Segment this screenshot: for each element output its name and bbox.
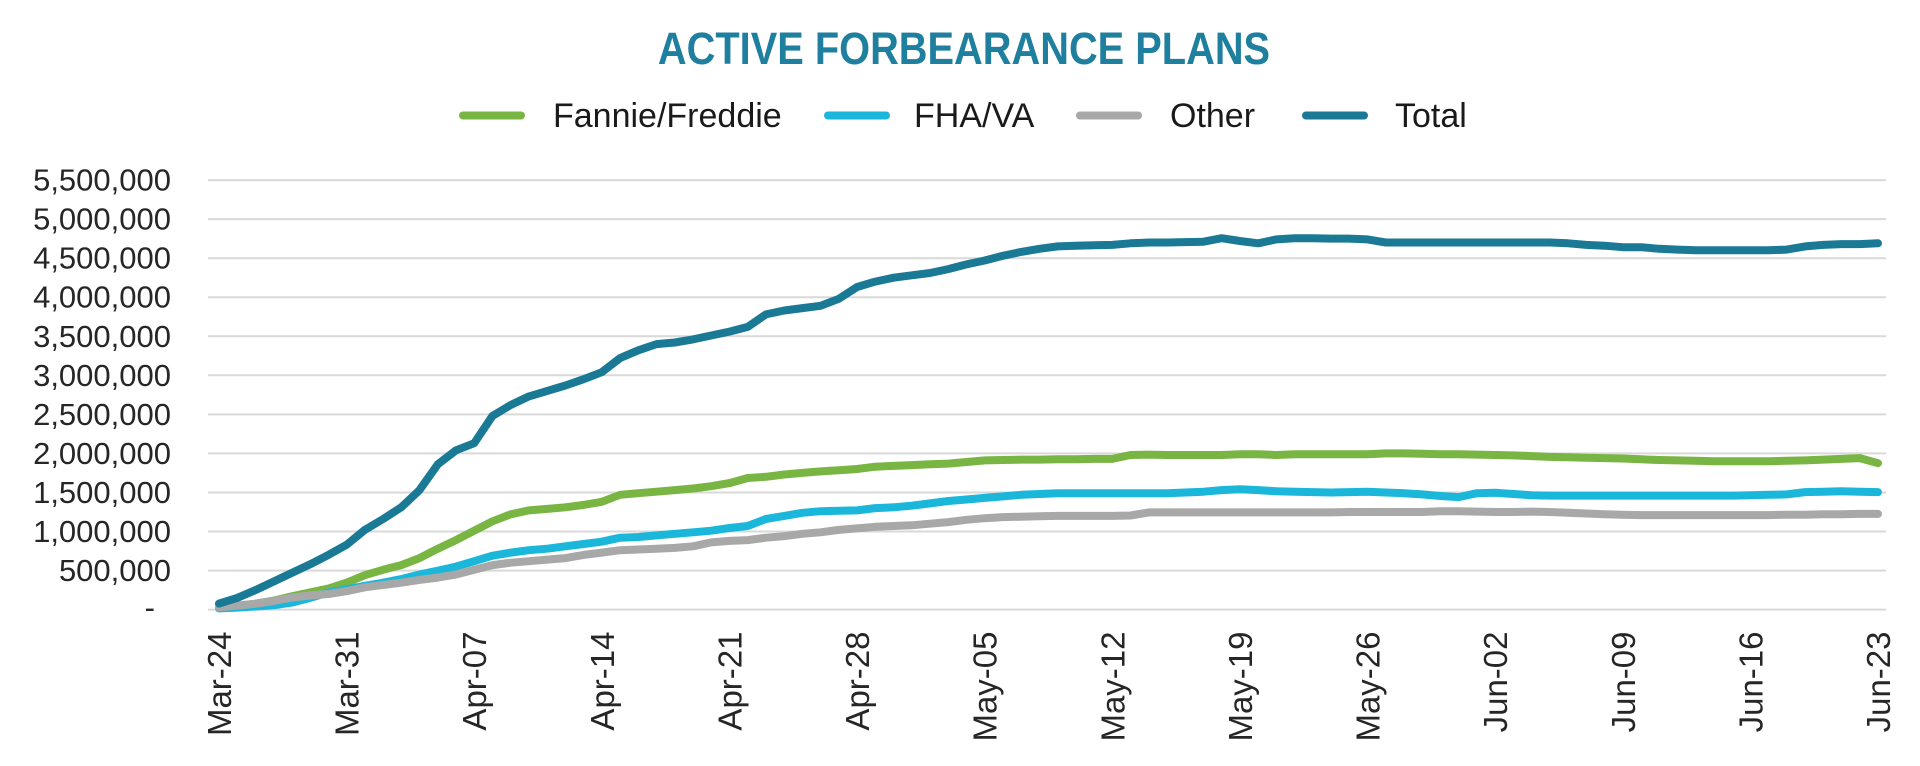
svg-text:-: - (145, 590, 155, 625)
svg-text:1,500,000: 1,500,000 (33, 475, 171, 510)
svg-text:Apr-14: Apr-14 (584, 632, 621, 731)
svg-text:Apr-07: Apr-07 (456, 632, 493, 731)
svg-text:Other: Other (1170, 97, 1255, 135)
svg-text:Fannie/Freddie: Fannie/Freddie (553, 97, 782, 135)
svg-text:Total: Total (1395, 97, 1467, 135)
svg-text:1,000,000: 1,000,000 (33, 514, 171, 549)
svg-text:3,500,000: 3,500,000 (33, 319, 171, 354)
svg-text:Jun-09: Jun-09 (1605, 632, 1642, 733)
svg-text:Jun-23: Jun-23 (1860, 632, 1897, 733)
svg-text:Mar-31: Mar-31 (329, 632, 366, 737)
svg-text:Apr-28: Apr-28 (839, 632, 876, 731)
svg-text:2,000,000: 2,000,000 (33, 436, 171, 471)
svg-text:FHA/VA: FHA/VA (914, 97, 1035, 135)
svg-text:Mar-24: Mar-24 (201, 632, 238, 737)
svg-text:May-19: May-19 (1222, 632, 1259, 742)
svg-text:2,500,000: 2,500,000 (33, 397, 171, 432)
svg-text:4,000,000: 4,000,000 (33, 280, 171, 315)
svg-text:4,500,000: 4,500,000 (33, 241, 171, 276)
svg-text:5,000,000: 5,000,000 (33, 202, 171, 237)
svg-text:500,000: 500,000 (59, 553, 171, 588)
svg-text:ACTIVE FORBEARANCE PLANS: ACTIVE FORBEARANCE PLANS (658, 24, 1270, 74)
svg-text:May-05: May-05 (967, 632, 1004, 742)
svg-text:3,000,000: 3,000,000 (33, 358, 171, 393)
svg-text:May-26: May-26 (1350, 632, 1387, 742)
svg-text:Jun-02: Jun-02 (1477, 632, 1514, 733)
svg-text:Jun-16: Jun-16 (1732, 632, 1769, 733)
svg-text:May-12: May-12 (1094, 632, 1131, 742)
svg-text:Apr-21: Apr-21 (712, 632, 749, 731)
svg-text:5,500,000: 5,500,000 (33, 163, 171, 198)
